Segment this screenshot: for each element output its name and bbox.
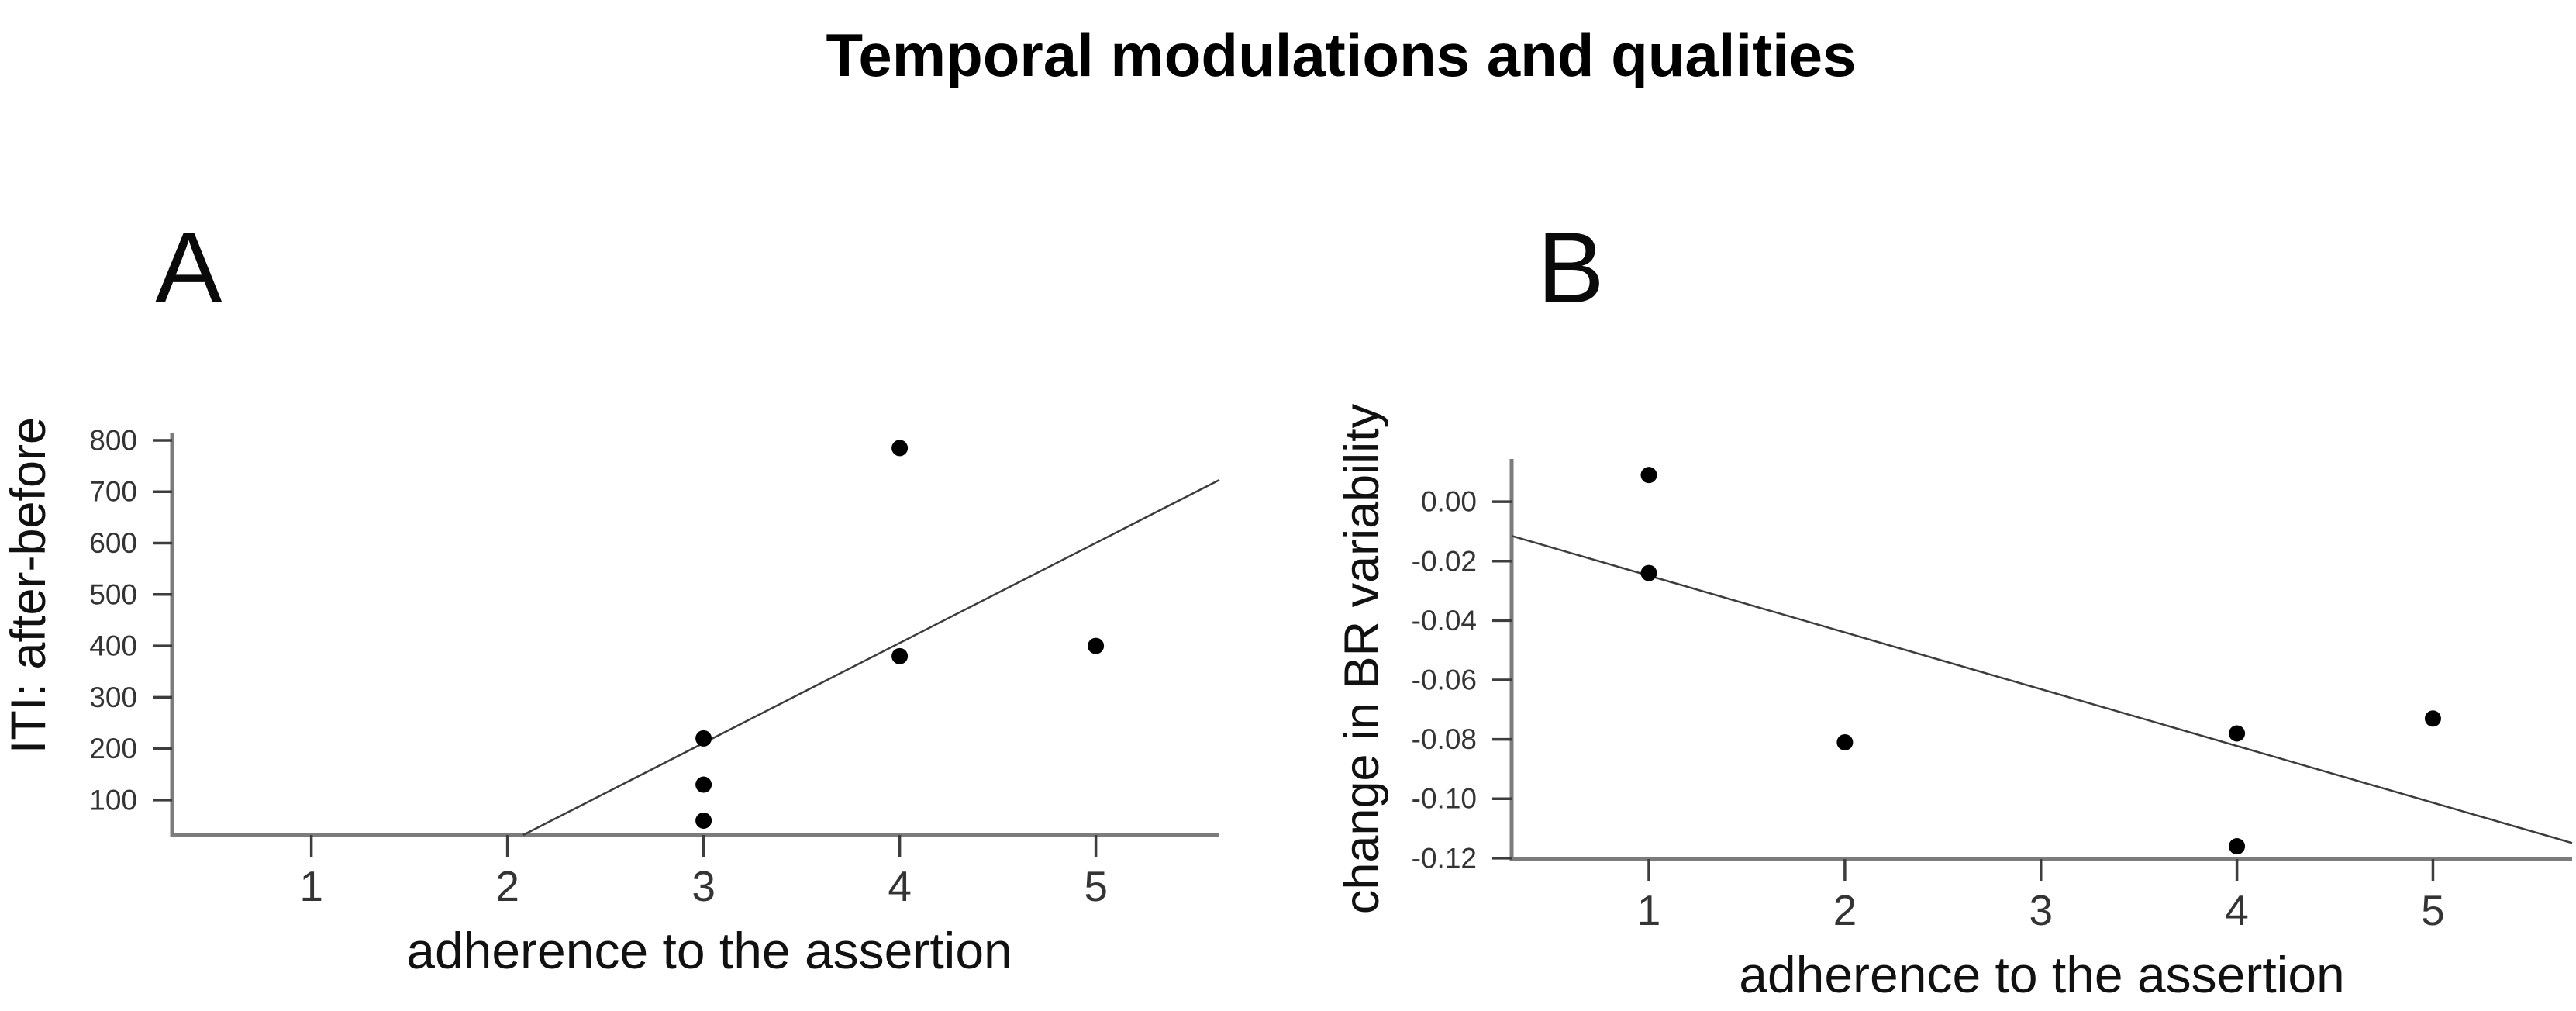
y-tick-label: 100 bbox=[89, 784, 137, 816]
panel-b-plot-area: 0.00 -0.02 -0.04 -0.06 -0.08 -0.10 -0.12 1 2 3 4 5 bbox=[1412, 459, 2573, 934]
x-tick-label: 4 bbox=[888, 862, 912, 910]
data-point bbox=[695, 730, 712, 747]
x-tick-label: 2 bbox=[495, 862, 519, 910]
y-tick-label: -0.08 bbox=[1412, 723, 1477, 755]
x-tick-label: 2 bbox=[1833, 886, 1857, 934]
regression-line bbox=[1511, 535, 2573, 844]
y-tick-label: 500 bbox=[89, 578, 137, 610]
data-point bbox=[2424, 710, 2441, 727]
panel-b-letter: B bbox=[1537, 211, 1605, 324]
y-tick-label: -0.02 bbox=[1412, 545, 1477, 577]
data-point bbox=[891, 440, 909, 457]
panel-a-x-axis-title: adherence to the assertion bbox=[406, 922, 1012, 979]
y-tick-label: 200 bbox=[89, 733, 137, 764]
y-tick-label: 800 bbox=[89, 424, 137, 456]
panel-a: A ITI: after-before adherence to the ass… bbox=[2, 211, 1220, 979]
y-tick-label: 300 bbox=[89, 681, 137, 713]
figure-title: Temporal modulations and qualities bbox=[826, 21, 1857, 89]
y-tick-label: 400 bbox=[89, 630, 137, 662]
regression-line bbox=[522, 478, 1220, 837]
y-tick-label: -0.12 bbox=[1412, 842, 1477, 874]
data-point bbox=[891, 647, 909, 664]
x-tick-label: 1 bbox=[1637, 886, 1661, 934]
data-point bbox=[695, 812, 712, 829]
data-point bbox=[695, 776, 712, 793]
panel-a-letter: A bbox=[155, 211, 222, 324]
y-tick-label: -0.06 bbox=[1412, 664, 1477, 696]
x-tick-label: 3 bbox=[691, 862, 716, 910]
panel-b-y-axis-title: change in BR variability bbox=[1335, 403, 1389, 914]
panel-a-plot-area: 100 200 300 400 500 600 700 800 1 2 3 4 5 bbox=[89, 424, 1220, 910]
x-tick-label: 5 bbox=[2421, 886, 2445, 934]
data-point bbox=[1640, 564, 1657, 581]
y-tick-label: 0.00 bbox=[1421, 486, 1477, 518]
panel-b: B change in BR variability adherence to … bbox=[1335, 211, 2573, 1003]
data-point bbox=[2229, 725, 2246, 742]
panel-b-x-axis-title: adherence to the assertion bbox=[1739, 946, 2345, 1003]
x-tick-label: 1 bbox=[299, 862, 323, 910]
y-tick-label: 600 bbox=[89, 527, 137, 559]
x-tick-label: 3 bbox=[2029, 886, 2053, 934]
data-point bbox=[1836, 733, 1854, 750]
x-tick-label: 5 bbox=[1084, 862, 1108, 910]
y-tick-label: -0.04 bbox=[1412, 605, 1477, 637]
y-tick-label: 700 bbox=[89, 476, 137, 508]
data-point bbox=[2229, 838, 2246, 855]
y-tick-label: -0.10 bbox=[1412, 783, 1477, 815]
data-point bbox=[1640, 467, 1657, 484]
panel-a-y-axis-title: ITI: after-before bbox=[2, 417, 56, 754]
data-point bbox=[1088, 637, 1105, 654]
x-tick-label: 4 bbox=[2225, 886, 2249, 934]
